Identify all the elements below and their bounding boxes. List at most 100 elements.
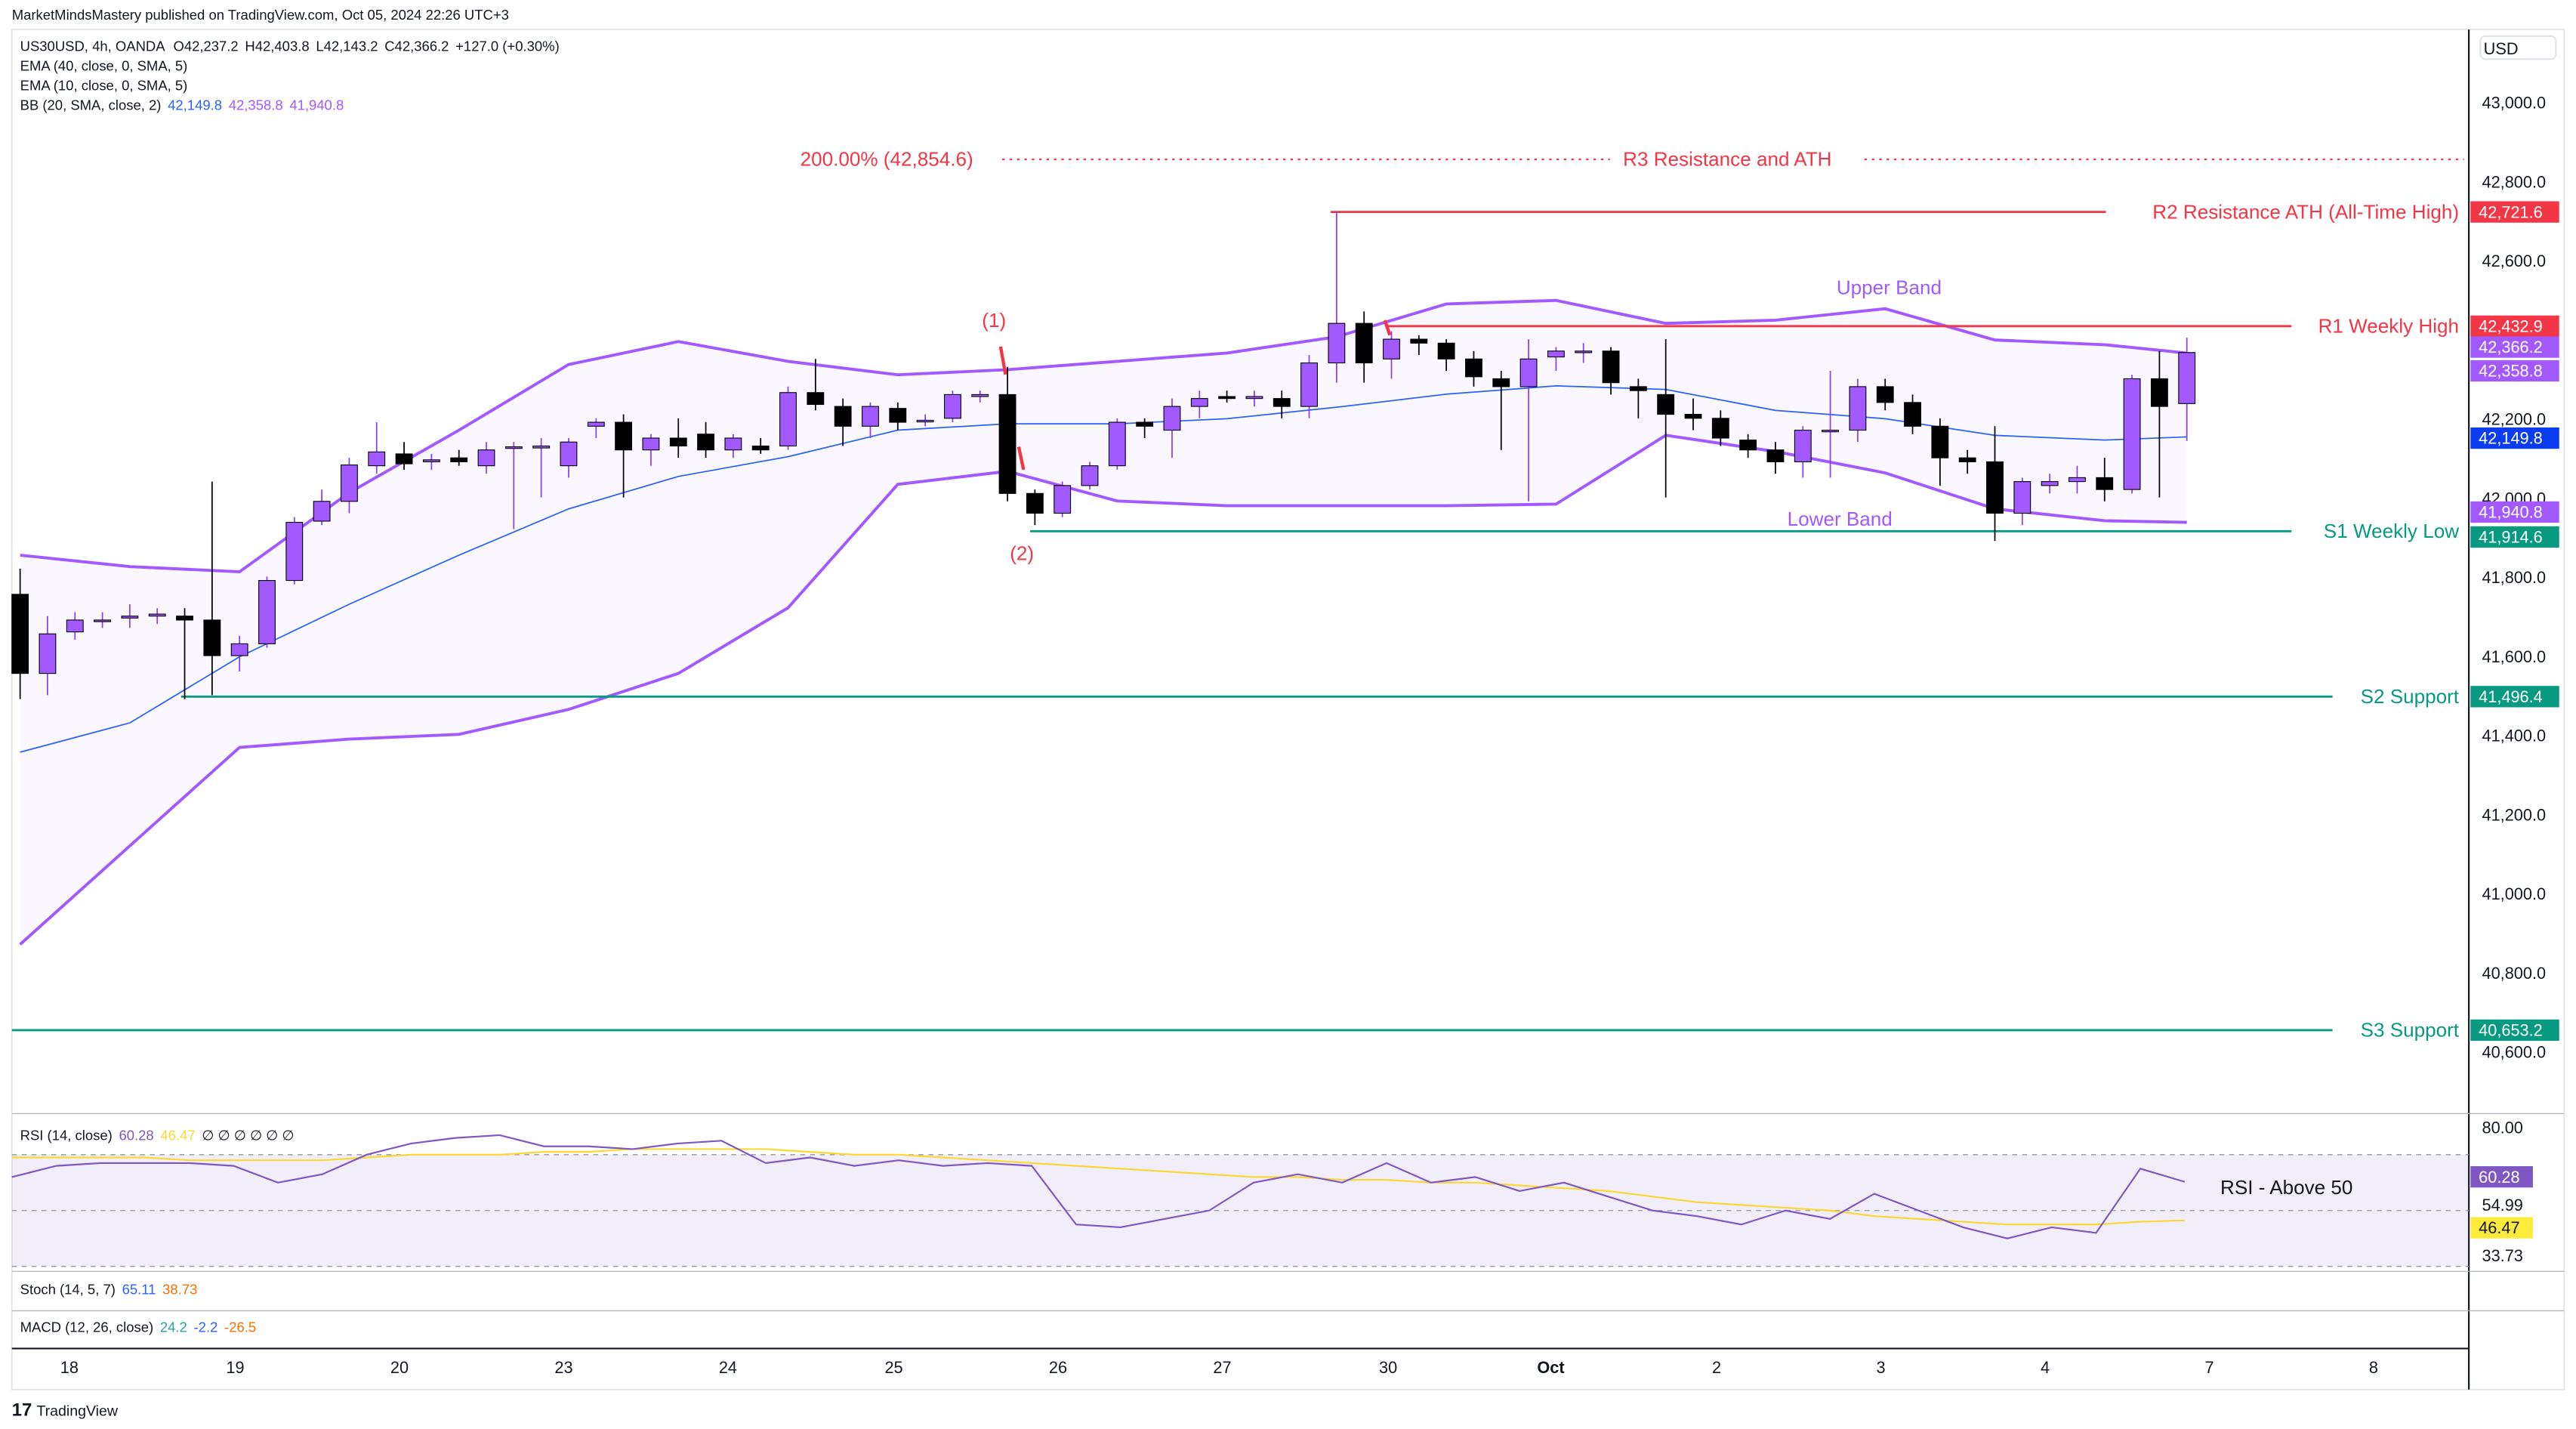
candle-body <box>258 580 276 644</box>
candle <box>2041 474 2059 494</box>
candle-body <box>1328 323 1346 364</box>
candle-body <box>532 445 551 449</box>
rsi-pane <box>11 1134 2470 1267</box>
candle <box>1958 449 1976 474</box>
bb-basis-value: 42,149.8 <box>168 97 222 113</box>
bb-legend[interactable]: BB (20, SMA, close, 2) 42,149.8 42,358.8 41… <box>20 97 344 113</box>
ema10-legend[interactable]: EMA (10, close, 0, SMA, 5) <box>20 78 188 94</box>
currency-label: USD <box>2484 39 2519 58</box>
candle-body <box>697 434 714 451</box>
currency-button[interactable] <box>2479 35 2557 60</box>
rsi-ma-line <box>11 1148 2185 1226</box>
level-r2-label: R2 Resistance ATH (All-Time High) <box>2152 200 2459 223</box>
candle <box>1410 335 1428 356</box>
candle <box>1711 410 1729 446</box>
svg-text:17: 17 <box>12 1400 32 1421</box>
rsi-note: RSI - Above 50 <box>2220 1176 2352 1199</box>
candle <box>615 414 633 498</box>
price-tag <box>2470 686 2559 708</box>
candle-body <box>1026 492 1044 514</box>
candle <box>532 438 551 498</box>
date-label: 23 <box>554 1358 572 1377</box>
candle <box>121 603 139 628</box>
candle <box>1492 370 1510 450</box>
candle-body <box>1904 402 1921 427</box>
candle-body <box>1794 429 1812 462</box>
rsi-ma-tag <box>2470 1217 2533 1239</box>
date-label: 2 <box>1712 1358 1721 1377</box>
candle <box>341 458 358 514</box>
candle <box>1986 426 2004 542</box>
candle-body <box>560 441 578 467</box>
price-tags: 42,721.6 42,432.9 42,366.2 42,358.8 42,149.8… <box>2470 201 2559 1042</box>
level-r3-label: R3 Resistance and ATH <box>1623 148 1831 171</box>
candle-body <box>1136 421 1154 427</box>
candle-body <box>313 501 331 522</box>
date-label: 7 <box>2204 1358 2214 1377</box>
candle <box>285 517 304 585</box>
annotations: Upper Band Lower Band (1) (2) <box>982 276 1942 564</box>
price-tick: 42,200.0 <box>2482 410 2547 429</box>
candle <box>1328 211 1346 383</box>
candle <box>1245 390 1263 407</box>
candle <box>642 434 660 466</box>
rsi-tick-34: 33.73 <box>2482 1246 2523 1265</box>
candle <box>477 442 495 474</box>
candle-body <box>450 457 468 462</box>
candle-body <box>1849 386 1867 431</box>
candle-body <box>779 392 797 447</box>
candle <box>1904 394 1921 434</box>
rsi-line <box>11 1134 2186 1239</box>
candle-body <box>395 453 413 465</box>
candle <box>230 635 248 672</box>
price-tag <box>2470 526 2559 548</box>
candle-body <box>1465 358 1482 378</box>
date-label: 26 <box>1049 1358 1067 1377</box>
price-axis[interactable]: 43,000.042,800.042,600.042,200.042,000.0… <box>2482 94 2547 1062</box>
price-tick: 42,600.0 <box>2482 252 2547 270</box>
candle <box>1684 398 1702 431</box>
candle-body <box>916 419 934 423</box>
candle <box>1355 311 1373 383</box>
candle <box>1602 347 1620 395</box>
bb-upper-value: 42,358.8 <box>229 97 283 113</box>
time-axis[interactable]: 18 19 20 23 24 25 26 27 30 Oct 2 3 4 7 8 <box>60 1358 2378 1377</box>
candle-body <box>176 616 193 621</box>
candle-body <box>1383 338 1400 360</box>
candle <box>807 359 825 411</box>
macd-signal: -26.5 <box>224 1319 256 1335</box>
candle <box>1657 339 1675 498</box>
price-tag <box>2470 501 2559 523</box>
date-label: 30 <box>1379 1358 1397 1377</box>
candle <box>1383 331 1400 379</box>
candle-body <box>11 594 29 674</box>
candle <box>94 612 111 628</box>
candle-body <box>1108 421 1126 467</box>
candle-body <box>341 465 358 502</box>
stoch-legend[interactable]: Stoch (14, 5, 7) 65.11 38.73 <box>20 1282 198 1298</box>
rsi-empty-values: ∅ ∅ ∅ ∅ ∅ ∅ <box>202 1127 294 1143</box>
macd-legend[interactable]: MACD (12, 26, close) 24.2 -2.2 -26.5 <box>20 1319 257 1335</box>
candle-body <box>1575 350 1593 353</box>
ema40-legend[interactable]: EMA (40, close, 0, SMA, 5) <box>20 58 188 74</box>
candle <box>669 418 687 458</box>
mark-3-tick <box>1383 319 1392 336</box>
rsi-legend[interactable]: RSI (14, close) 60.28 46.47 ∅ ∅ ∅ ∅ ∅ ∅ <box>20 1127 295 1143</box>
candle-body <box>1602 350 1620 384</box>
candle-body <box>1437 342 1455 360</box>
candle <box>1519 339 1538 502</box>
candle-body <box>368 451 386 467</box>
candle <box>1822 370 1840 478</box>
candle <box>834 398 852 446</box>
candle-body <box>834 406 852 427</box>
candle <box>560 438 578 478</box>
price-tick: 41,800.0 <box>2482 568 2547 587</box>
price-tick: 40,800.0 <box>2482 964 2547 983</box>
candle-body <box>39 633 57 674</box>
price-tag <box>2470 427 2559 449</box>
stoch-k: 65.11 <box>122 1282 156 1298</box>
candle-body <box>2150 378 2168 407</box>
candle-body <box>642 437 660 451</box>
publish-info: MarketMindsMastery published on TradingV… <box>12 7 509 23</box>
